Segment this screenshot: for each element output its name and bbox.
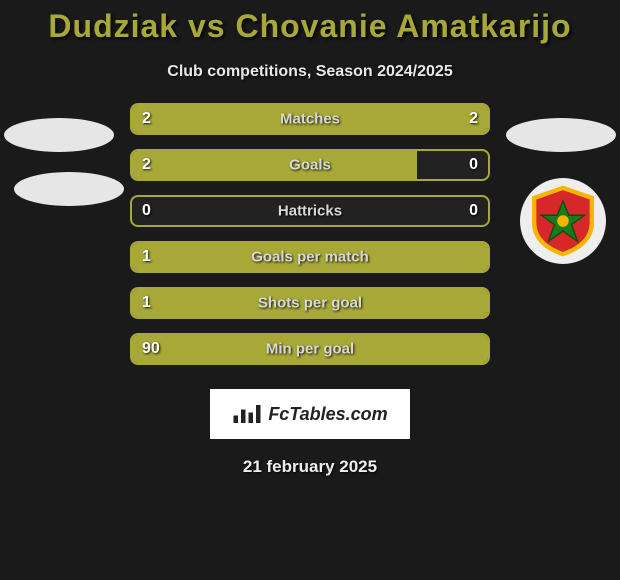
player1-club-placeholder [4, 118, 114, 152]
player2-club-crest [520, 178, 606, 264]
stat-bar-left [132, 243, 488, 271]
stat-label: Hattricks [132, 203, 488, 220]
player1-photo-placeholder [14, 172, 124, 206]
stat-row: Matches22 [130, 103, 490, 135]
stat-bar-left [132, 289, 488, 317]
stat-bar-left [132, 151, 417, 179]
stat-value-right: 0 [469, 156, 478, 174]
stat-value-left: 0 [142, 202, 151, 220]
stat-bar-left [132, 105, 310, 133]
stat-bar-right [310, 105, 488, 133]
fctables-logo[interactable]: FcTables.com [210, 389, 410, 439]
stat-row: Shots per goal1 [130, 287, 490, 319]
stat-row: Min per goal90 [130, 333, 490, 365]
bar-chart-icon [232, 403, 262, 425]
stats-bars: Matches22Goals20Hattricks00Goals per mat… [130, 103, 490, 365]
shield-icon [527, 185, 599, 257]
comparison-title: Dudziak vs Chovanie Amatkarijo [0, 0, 620, 45]
comparison-subtitle: Club competitions, Season 2024/2025 [0, 63, 620, 81]
stat-value-right: 0 [469, 202, 478, 220]
generation-date: 21 february 2025 [0, 457, 620, 477]
stat-row: Goals per match1 [130, 241, 490, 273]
stat-row: Goals20 [130, 149, 490, 181]
stat-bar-left [132, 335, 488, 363]
player2-club-placeholder [506, 118, 616, 152]
logo-text: FcTables.com [268, 404, 387, 425]
stat-row: Hattricks0 0 [130, 195, 490, 227]
